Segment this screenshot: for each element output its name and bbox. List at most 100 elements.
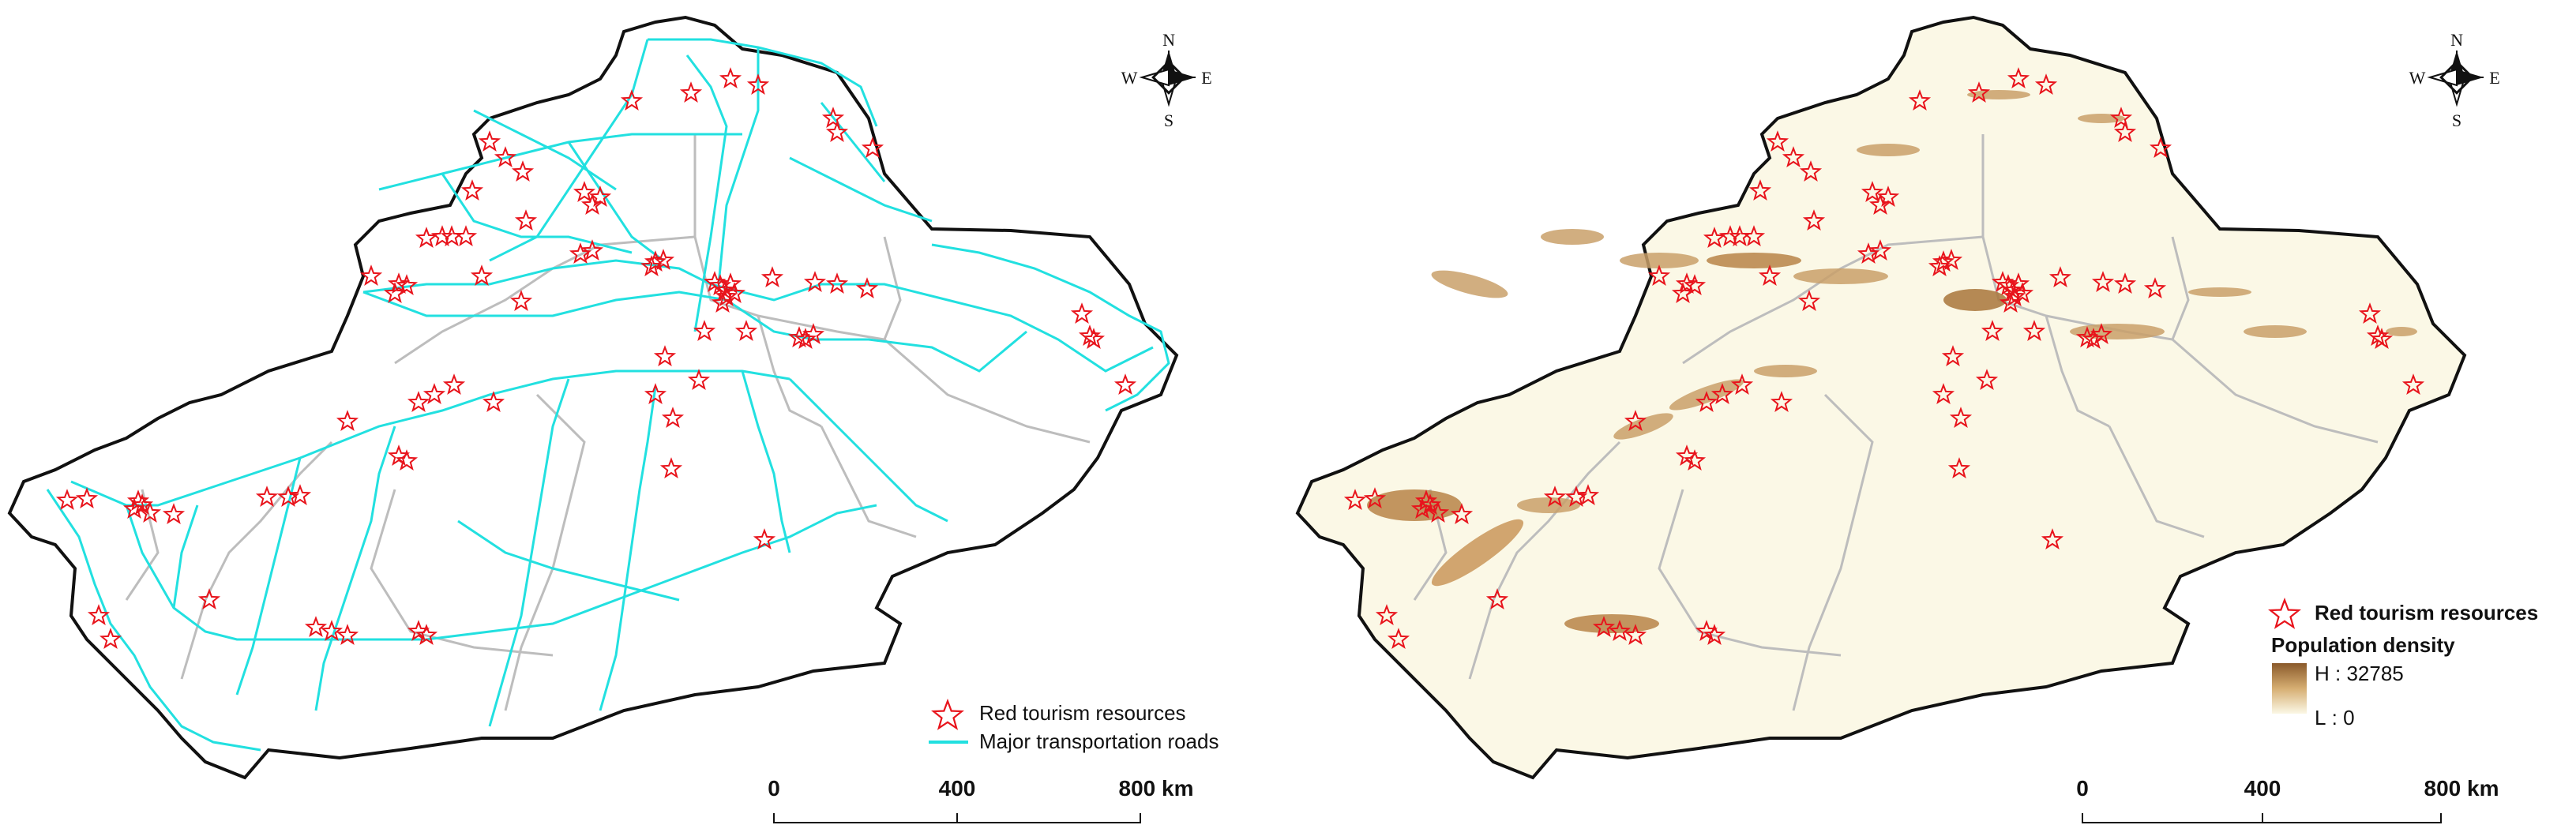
left-scalebar: 0 400 800 km	[768, 776, 1193, 823]
right-map-panel: N S E W Red tourism resources Population…	[1288, 0, 2576, 840]
compass-w: W	[2409, 68, 2426, 88]
star-marker-icon	[255, 486, 279, 508]
star-marker-icon	[1710, 383, 1734, 405]
left-legend: Red tourism resources Major transportati…	[929, 698, 1219, 753]
star-marker-icon	[2143, 277, 2167, 299]
star-marker-icon	[802, 323, 825, 345]
star-marker-icon	[723, 282, 746, 304]
left-map-svg: N S E W Red tourism resources Major tran…	[7, 15, 1219, 823]
star-marker-icon	[1799, 160, 1823, 182]
compass-n: N	[1162, 30, 1175, 50]
star-marker-icon	[1967, 81, 1991, 103]
star-marker-icon	[2370, 328, 2394, 350]
star-marker-icon	[138, 501, 162, 523]
star-marker-icon	[383, 282, 407, 304]
star-marker-icon	[2007, 272, 2030, 294]
star-marker-icon	[734, 320, 758, 342]
star-marker-icon	[1975, 369, 1999, 391]
legend-roads-label: Major transportation roads	[979, 729, 1219, 753]
star-marker-icon	[122, 497, 146, 519]
star-marker-icon	[126, 489, 150, 512]
star-marker-icon	[304, 616, 328, 638]
star-marker-icon	[1410, 497, 1434, 519]
star-marker-icon	[803, 271, 827, 293]
star-marker-icon	[1576, 484, 1600, 506]
right-map-svg: N S E W Red tourism resources Population…	[1295, 15, 2538, 823]
legend-high-label: H : 32785	[2315, 662, 2404, 685]
star-marker-icon	[753, 528, 776, 550]
star-marker-icon	[652, 249, 675, 271]
star-marker-icon	[1363, 487, 1387, 509]
compass-n: N	[2450, 30, 2463, 50]
star-marker-icon	[1414, 489, 1438, 512]
star-marker-icon	[1343, 489, 1367, 511]
north-arrow-icon: N S E W	[2409, 30, 2500, 130]
star-marker-icon	[2113, 272, 2137, 294]
star-marker-icon	[1624, 624, 1647, 646]
star-marker-icon	[1730, 373, 1754, 396]
population-density-raster	[1367, 90, 2417, 633]
star-marker-icon	[644, 250, 667, 272]
star-marker-icon	[2109, 107, 2133, 129]
star-marker-icon	[2091, 271, 2115, 293]
star-marker-icon	[620, 89, 644, 111]
prefecture-borders	[125, 134, 1091, 711]
compass-s: S	[2452, 111, 2461, 130]
star-marker-icon	[1543, 486, 1567, 508]
star-marker-icon	[75, 487, 99, 509]
right-legend: Red tourism resources Population density…	[2268, 597, 2538, 729]
star-marker-icon	[1868, 193, 1892, 216]
star-marker-icon	[99, 628, 122, 650]
star-marker-icon	[1485, 588, 1509, 610]
star-marker-icon	[1070, 302, 1094, 324]
compass-e: E	[1201, 68, 1211, 88]
star-marker-icon	[1770, 391, 1793, 413]
star-marker-icon	[1876, 186, 1900, 208]
star-marker-icon	[719, 67, 742, 89]
star-marker-icon	[861, 137, 884, 159]
star-marker-icon	[162, 503, 186, 525]
star-marker-icon	[644, 383, 667, 405]
star-marker-icon	[55, 489, 79, 511]
star-marker-icon	[821, 107, 845, 129]
legend-star-icon	[2268, 597, 2301, 629]
star-marker-icon	[2022, 320, 2046, 342]
star-marker-icon	[1932, 383, 1955, 405]
star-marker-icon	[320, 620, 344, 642]
scale-400: 400	[2244, 776, 2281, 801]
star-marker-icon	[1418, 493, 1442, 516]
prefecture-borders	[1413, 134, 2379, 711]
star-marker-icon	[87, 604, 111, 626]
star-marker-icon	[1940, 249, 1963, 271]
star-marker-icon	[511, 160, 535, 182]
star-marker-icon	[2048, 266, 2072, 288]
legend-star-icon	[931, 698, 964, 730]
star-marker-icon	[2003, 285, 2026, 307]
star-marker-icon	[760, 266, 784, 288]
star-marker-icon	[1758, 264, 1782, 287]
star-marker-icon	[197, 588, 221, 610]
star-marker-icon	[422, 383, 446, 405]
star-marker-icon	[825, 121, 849, 143]
red-tourism-stars	[55, 67, 1137, 650]
star-marker-icon	[1949, 407, 1973, 429]
star-marker-icon	[395, 449, 419, 471]
star-marker-icon	[1564, 486, 1588, 508]
star-marker-icon	[1766, 130, 1789, 152]
star-marker-icon	[2001, 279, 2025, 301]
scale-400: 400	[939, 776, 976, 801]
star-marker-icon	[679, 81, 703, 103]
star-marker-icon	[1624, 410, 1647, 432]
legend-stars-label: Red tourism resources	[979, 701, 1186, 725]
star-marker-icon	[713, 279, 737, 301]
compass-w: W	[1121, 68, 1138, 88]
star-marker-icon	[1703, 624, 1726, 646]
scale-800: 800 km	[2424, 776, 2499, 801]
star-marker-icon	[1941, 345, 1965, 367]
star-marker-icon	[2082, 328, 2105, 350]
north-arrow-icon: N S E W	[1121, 30, 1212, 130]
star-marker-icon	[1868, 239, 1892, 261]
star-marker-icon	[454, 225, 478, 247]
star-marker-icon	[1426, 501, 1450, 523]
star-marker-icon	[1802, 209, 1826, 231]
